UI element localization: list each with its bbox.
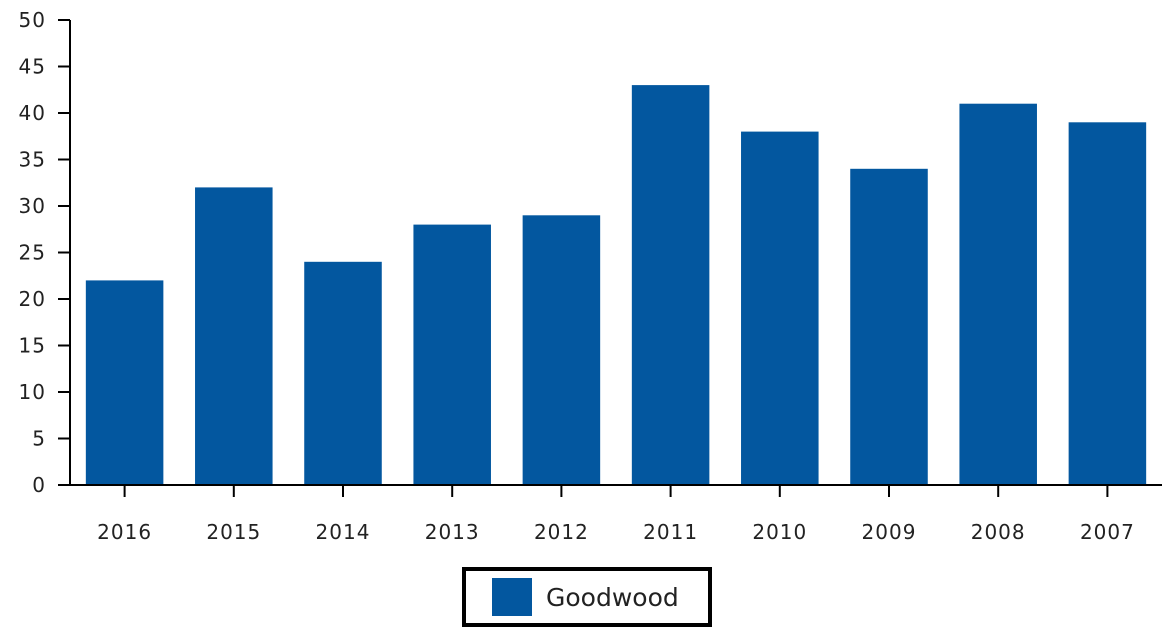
bar-2014 bbox=[304, 261, 382, 485]
y-tick-label: 40 bbox=[19, 101, 46, 125]
x-tick-label: 2011 bbox=[643, 520, 698, 544]
bars-group bbox=[85, 85, 1147, 486]
y-tick-label: 35 bbox=[19, 148, 46, 172]
y-tick-label: 30 bbox=[19, 194, 46, 218]
x-tick-label: 2010 bbox=[752, 520, 807, 544]
bar-2015 bbox=[195, 187, 273, 485]
bar-2007 bbox=[1068, 122, 1147, 486]
y-tick-label: 20 bbox=[19, 287, 46, 311]
x-tick-label: 2014 bbox=[316, 520, 371, 544]
x-tick-label: 2009 bbox=[862, 520, 917, 544]
x-tick-label: 2008 bbox=[971, 520, 1026, 544]
bar-2013 bbox=[413, 224, 491, 485]
y-tick-label: 15 bbox=[19, 334, 46, 358]
bar-2008 bbox=[959, 103, 1037, 485]
y-tick-label: 50 bbox=[19, 8, 46, 32]
x-tick-label: 2015 bbox=[206, 520, 261, 544]
y-axis: 0 5 10 15 20 25 30 35 40 45 50 bbox=[19, 8, 71, 497]
bar-2016 bbox=[85, 280, 164, 485]
x-tick-label: 2007 bbox=[1080, 520, 1135, 544]
legend-label: Goodwood bbox=[546, 582, 679, 612]
y-tick-label: 0 bbox=[32, 473, 46, 497]
legend-swatch bbox=[492, 578, 532, 616]
x-tick-label: 2016 bbox=[97, 520, 152, 544]
bar-2012 bbox=[522, 215, 601, 486]
bar-2010 bbox=[741, 131, 819, 485]
x-tick-label: 2013 bbox=[425, 520, 480, 544]
bar-2009 bbox=[850, 168, 928, 486]
y-tick-label: 45 bbox=[19, 55, 46, 79]
y-tick-label: 10 bbox=[19, 380, 46, 404]
x-tick-label: 2012 bbox=[534, 520, 589, 544]
bar-2011 bbox=[631, 85, 710, 485]
legend: Goodwood bbox=[462, 567, 712, 627]
y-tick-label: 5 bbox=[32, 427, 46, 451]
x-axis: 2016 2015 2014 2013 2012 2011 2010 2009 2008 2007 bbox=[70, 484, 1162, 544]
y-tick-label: 25 bbox=[19, 241, 46, 265]
